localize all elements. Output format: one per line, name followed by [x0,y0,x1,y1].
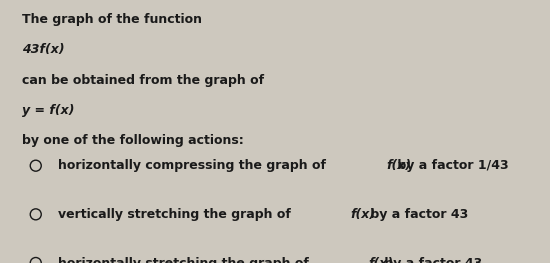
Text: by a factor 43: by a factor 43 [379,256,482,263]
Text: vertically stretching the graph of: vertically stretching the graph of [58,208,295,221]
Text: f(x): f(x) [351,208,376,221]
Text: by one of the following actions:: by one of the following actions: [22,134,244,147]
Text: f(x): f(x) [386,159,411,172]
Text: horizontally compressing the graph of: horizontally compressing the graph of [58,159,330,172]
Text: 43f(x): 43f(x) [22,43,65,56]
Text: by a factor 43: by a factor 43 [366,208,468,221]
Text: The graph of the function: The graph of the function [22,13,202,26]
Text: by a factor 1/43: by a factor 1/43 [393,159,509,172]
Text: y = f(x): y = f(x) [22,104,74,117]
Text: f(x): f(x) [368,256,394,263]
Text: can be obtained from the graph of: can be obtained from the graph of [22,74,264,87]
Text: horizontally stretching the graph of: horizontally stretching the graph of [58,256,313,263]
